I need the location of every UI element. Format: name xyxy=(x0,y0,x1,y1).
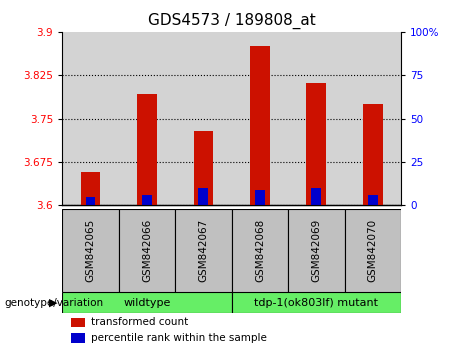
Text: GSM842070: GSM842070 xyxy=(368,219,378,282)
Bar xyxy=(368,195,378,205)
Bar xyxy=(194,131,213,205)
Text: percentile rank within the sample: percentile rank within the sample xyxy=(91,333,267,343)
Text: tdp-1(ok803lf) mutant: tdp-1(ok803lf) mutant xyxy=(254,298,378,308)
Bar xyxy=(62,209,118,292)
Bar xyxy=(288,209,344,292)
Bar xyxy=(312,188,321,205)
Bar xyxy=(71,333,85,343)
Bar xyxy=(307,83,326,205)
Bar xyxy=(81,172,100,205)
Text: wildtype: wildtype xyxy=(123,298,171,308)
Text: GSM842069: GSM842069 xyxy=(311,219,321,282)
Bar xyxy=(62,292,231,313)
Text: GSM842068: GSM842068 xyxy=(255,219,265,282)
Bar xyxy=(142,195,152,205)
Text: genotype/variation: genotype/variation xyxy=(5,298,104,308)
Title: GDS4573 / 189808_at: GDS4573 / 189808_at xyxy=(148,13,315,29)
Bar xyxy=(118,209,175,292)
Text: ▶: ▶ xyxy=(49,298,58,308)
Bar xyxy=(255,190,265,205)
Text: GSM842066: GSM842066 xyxy=(142,219,152,282)
Bar xyxy=(199,188,208,205)
Bar xyxy=(86,196,95,205)
Bar xyxy=(250,46,270,205)
Bar xyxy=(231,292,401,313)
Text: GSM842067: GSM842067 xyxy=(198,219,208,282)
Bar xyxy=(344,209,401,292)
Text: GSM842065: GSM842065 xyxy=(85,219,95,282)
Text: transformed count: transformed count xyxy=(91,318,189,327)
Bar xyxy=(71,318,85,327)
Bar xyxy=(175,209,231,292)
Bar xyxy=(231,209,288,292)
Bar xyxy=(137,94,157,205)
Bar xyxy=(363,104,383,205)
